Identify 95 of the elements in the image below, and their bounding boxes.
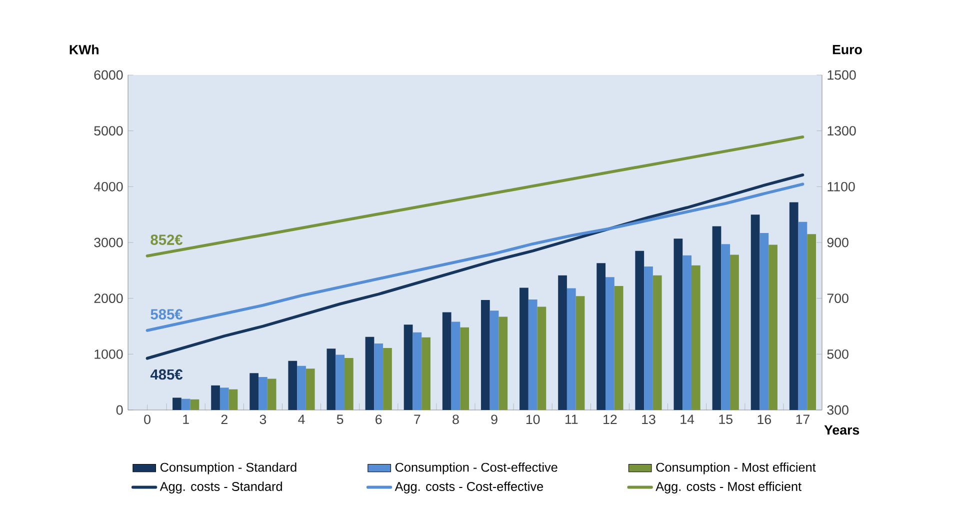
bar — [789, 202, 798, 410]
bar — [383, 348, 392, 410]
bar — [220, 388, 229, 410]
x-tick-label: 3 — [260, 414, 266, 424]
x-tick-label: 12 — [604, 414, 617, 424]
bar — [250, 373, 259, 410]
y2-axis-title: Euro — [832, 44, 862, 54]
legend-label: Agg. costs - Most efficient — [656, 482, 802, 494]
bar — [596, 263, 606, 410]
bar — [498, 316, 508, 410]
y2-tick-label: 500 — [827, 349, 848, 359]
y2-tick-label: 1100 — [828, 182, 855, 192]
bar — [576, 296, 585, 410]
x-tick-label: 5 — [336, 414, 344, 424]
bar — [211, 385, 220, 410]
bar — [682, 255, 692, 410]
y-tick-label: 2000 — [94, 294, 123, 304]
y2-tick-label: 300 — [827, 405, 848, 415]
bar — [460, 327, 470, 410]
bar — [404, 324, 413, 410]
bar — [798, 222, 808, 410]
bar — [537, 306, 546, 410]
x-tick-label: 1 — [183, 414, 189, 424]
bar — [365, 336, 374, 410]
bar — [558, 275, 567, 410]
bar — [730, 254, 739, 410]
y-tick-label: 6000 — [94, 70, 123, 80]
x-tick-label: 15 — [719, 414, 732, 424]
x-tick-label: 6 — [376, 414, 382, 424]
bar — [606, 277, 614, 410]
y-tick-label: 1000 — [94, 349, 123, 359]
bar — [760, 233, 769, 410]
bar — [344, 358, 354, 410]
bar — [326, 348, 336, 410]
y2-tick-label: 1500 — [828, 70, 856, 80]
x-tick-label: 7 — [414, 414, 420, 424]
bar — [750, 214, 760, 410]
y-tick-label: 5000 — [94, 126, 123, 136]
bar — [807, 234, 816, 410]
bar — [614, 286, 624, 410]
y-tick-label: 4000 — [94, 182, 123, 192]
bar — [374, 344, 384, 410]
bar — [336, 354, 344, 410]
legend-label: Consumption - Standard — [160, 462, 296, 474]
bar — [721, 244, 730, 410]
bar — [181, 398, 190, 410]
y-axis-title: KWh — [70, 44, 98, 54]
bar — [172, 398, 182, 410]
bar — [490, 310, 499, 410]
legend-label: Agg. costs - Cost-effective — [394, 482, 544, 494]
bar — [442, 312, 452, 410]
x-tick-label: 4 — [298, 414, 305, 424]
bar — [712, 226, 722, 410]
bar — [228, 389, 238, 410]
bar — [674, 238, 683, 410]
bar — [768, 244, 778, 410]
y2-tick-label: 1300 — [828, 126, 856, 136]
bar — [691, 265, 700, 410]
x-tick-label: 10 — [526, 414, 540, 424]
x-tick-label: 16 — [758, 414, 771, 424]
x-tick-label: 11 — [565, 414, 578, 424]
annotation: 585€ — [150, 309, 183, 320]
annotation: 852€ — [150, 234, 183, 245]
bar — [422, 337, 430, 410]
y2-tick-label: 700 — [827, 294, 848, 304]
bar — [644, 266, 653, 410]
bar — [190, 399, 200, 410]
legend-label: Agg. costs - Standard — [160, 482, 282, 494]
x-tick-label: 8 — [452, 414, 459, 424]
bar — [267, 378, 276, 410]
bar — [480, 300, 490, 410]
y-tick-label: 0 — [116, 405, 123, 415]
x-tick-label: 2 — [221, 414, 228, 424]
legend-label: Consumption - Most efficient — [656, 462, 816, 474]
x-tick-label: 0 — [144, 414, 150, 424]
x-tick-label: 14 — [680, 414, 694, 424]
x-tick-label: 17 — [796, 414, 810, 424]
bar — [306, 368, 315, 410]
annotation: 485€ — [150, 369, 183, 380]
bar — [412, 332, 422, 410]
bar — [520, 288, 528, 410]
x-axis-title: Years — [824, 425, 860, 435]
y2-tick-label: 900 — [827, 238, 848, 248]
legend-label: Consumption - Cost-effective — [395, 462, 558, 474]
bar — [451, 322, 460, 410]
bar — [528, 299, 538, 410]
bar — [258, 377, 268, 410]
y-tick-label: 3000 — [94, 238, 123, 248]
bar — [652, 275, 662, 410]
x-tick-label: 9 — [491, 414, 498, 424]
bar — [288, 360, 298, 410]
x-tick-label: 13 — [642, 414, 656, 424]
bar — [566, 288, 576, 410]
bar — [297, 366, 306, 410]
bar — [635, 250, 644, 410]
